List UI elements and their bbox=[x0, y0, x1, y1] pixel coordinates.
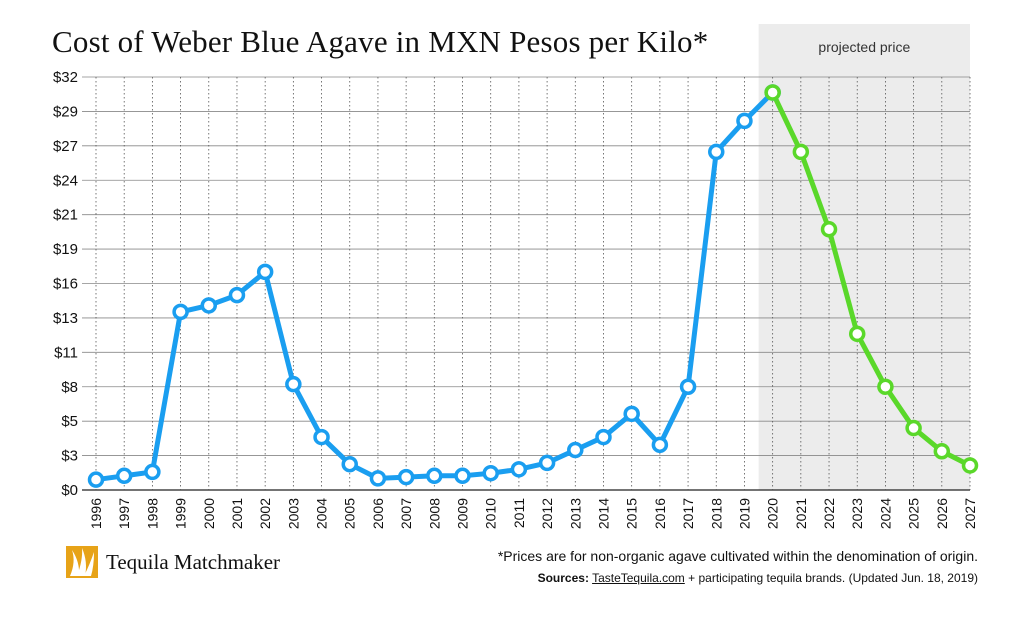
x-tick-label: 2017 bbox=[680, 498, 696, 529]
y-tick-label: $13 bbox=[53, 310, 78, 327]
data-point bbox=[961, 457, 979, 474]
x-tick-label: 2001 bbox=[229, 498, 245, 529]
data-point bbox=[623, 405, 640, 423]
data-point bbox=[228, 286, 246, 304]
sources-line: Sources: TasteTequila.com + participatin… bbox=[538, 571, 978, 585]
x-tick-label: 2025 bbox=[906, 498, 922, 529]
x-tick-label: 2018 bbox=[708, 498, 724, 529]
data-point bbox=[933, 443, 951, 460]
projected-region bbox=[758, 24, 970, 490]
sources-label: Sources: bbox=[537, 571, 589, 585]
x-tick-label: 2011 bbox=[511, 498, 527, 528]
data-point bbox=[595, 428, 612, 446]
agave-logo-icon bbox=[66, 546, 98, 578]
projected-region-label: projected price bbox=[818, 39, 910, 55]
data-point bbox=[285, 375, 302, 393]
x-tick-label: 2027 bbox=[962, 498, 978, 529]
y-tick-label: $29 bbox=[53, 103, 78, 120]
brand-name: Tequila Matchmaker bbox=[106, 550, 281, 574]
data-point bbox=[679, 378, 697, 395]
y-tick-label: $5 bbox=[61, 413, 78, 430]
data-point bbox=[115, 467, 133, 485]
sources-link[interactable]: TasteTequila.com bbox=[592, 571, 685, 585]
data-point bbox=[200, 297, 218, 314]
sources-rest: + participating tequila brands. (Updated… bbox=[684, 571, 978, 585]
x-tick-label: 2002 bbox=[257, 498, 273, 529]
y-tick-label: $8 bbox=[61, 379, 78, 396]
y-tick-label: $21 bbox=[53, 207, 78, 224]
y-tick-label: $16 bbox=[53, 276, 78, 293]
x-tick-label: 2005 bbox=[342, 498, 358, 529]
data-point bbox=[369, 470, 387, 487]
data-point bbox=[397, 468, 415, 486]
data-point bbox=[538, 454, 556, 472]
x-tick-label: 2024 bbox=[877, 498, 893, 529]
x-tick-label: 2009 bbox=[455, 498, 471, 529]
x-tick-label: 1998 bbox=[144, 498, 160, 529]
data-point bbox=[341, 455, 358, 473]
x-tick-label: 2012 bbox=[539, 498, 555, 529]
x-tick-label: 2008 bbox=[426, 498, 442, 529]
x-tick-label: 2016 bbox=[652, 498, 668, 529]
x-tick-label: 2007 bbox=[398, 498, 414, 529]
x-tick-label: 2000 bbox=[201, 498, 217, 529]
data-point bbox=[87, 471, 105, 488]
data-point bbox=[651, 436, 669, 454]
data-point bbox=[510, 461, 528, 478]
data-point bbox=[820, 221, 838, 238]
x-tick-label: 2019 bbox=[736, 498, 752, 529]
data-point bbox=[454, 467, 471, 485]
y-tick-label: $11 bbox=[54, 344, 78, 361]
x-tick-label: 2013 bbox=[567, 498, 583, 529]
data-point bbox=[848, 325, 866, 343]
y-tick-label: $3 bbox=[61, 448, 78, 465]
x-tick-label: 2015 bbox=[624, 498, 640, 529]
data-point bbox=[256, 263, 274, 281]
data-point bbox=[708, 143, 725, 161]
x-tick-label: 1997 bbox=[116, 498, 132, 529]
data-point bbox=[567, 441, 584, 459]
x-tick-label: 2026 bbox=[934, 498, 950, 529]
x-tick-label: 1996 bbox=[88, 498, 104, 529]
data-point bbox=[905, 419, 922, 437]
y-tick-label: $19 bbox=[53, 241, 78, 258]
x-tick-label: 2004 bbox=[314, 498, 330, 529]
x-tick-label: 2023 bbox=[849, 498, 865, 529]
x-tick-label: 2014 bbox=[595, 498, 611, 529]
chart-title: Cost of Weber Blue Agave in MXN Pesos pe… bbox=[52, 24, 709, 59]
x-tick-label: 1999 bbox=[173, 498, 189, 529]
data-point bbox=[144, 463, 161, 481]
line-chart: projected price $0 $3 $5 $8 $11 $13 $16 $19 $21 $2… bbox=[53, 24, 979, 529]
data-point bbox=[764, 84, 781, 101]
data-point bbox=[736, 112, 753, 130]
x-tick-label: 2022 bbox=[821, 498, 837, 529]
x-tick-label: 2006 bbox=[370, 498, 386, 529]
y-tick-label: $32 bbox=[53, 69, 78, 86]
y-tick-label: $0 bbox=[61, 482, 78, 499]
y-tick-label: $24 bbox=[53, 172, 78, 189]
data-point bbox=[313, 428, 330, 446]
data-point bbox=[482, 464, 499, 482]
data-point bbox=[877, 378, 894, 395]
x-tick-label: 2010 bbox=[483, 498, 499, 529]
x-tick-label: 2020 bbox=[765, 498, 781, 529]
data-point bbox=[172, 303, 189, 321]
x-tick-label: 2003 bbox=[285, 498, 301, 529]
data-point bbox=[792, 143, 810, 161]
x-tick-label: 2021 bbox=[793, 498, 809, 529]
data-point bbox=[426, 467, 443, 485]
y-tick-label: $27 bbox=[53, 138, 78, 155]
footnote: *Prices are for non-organic agave cultiv… bbox=[497, 548, 978, 564]
